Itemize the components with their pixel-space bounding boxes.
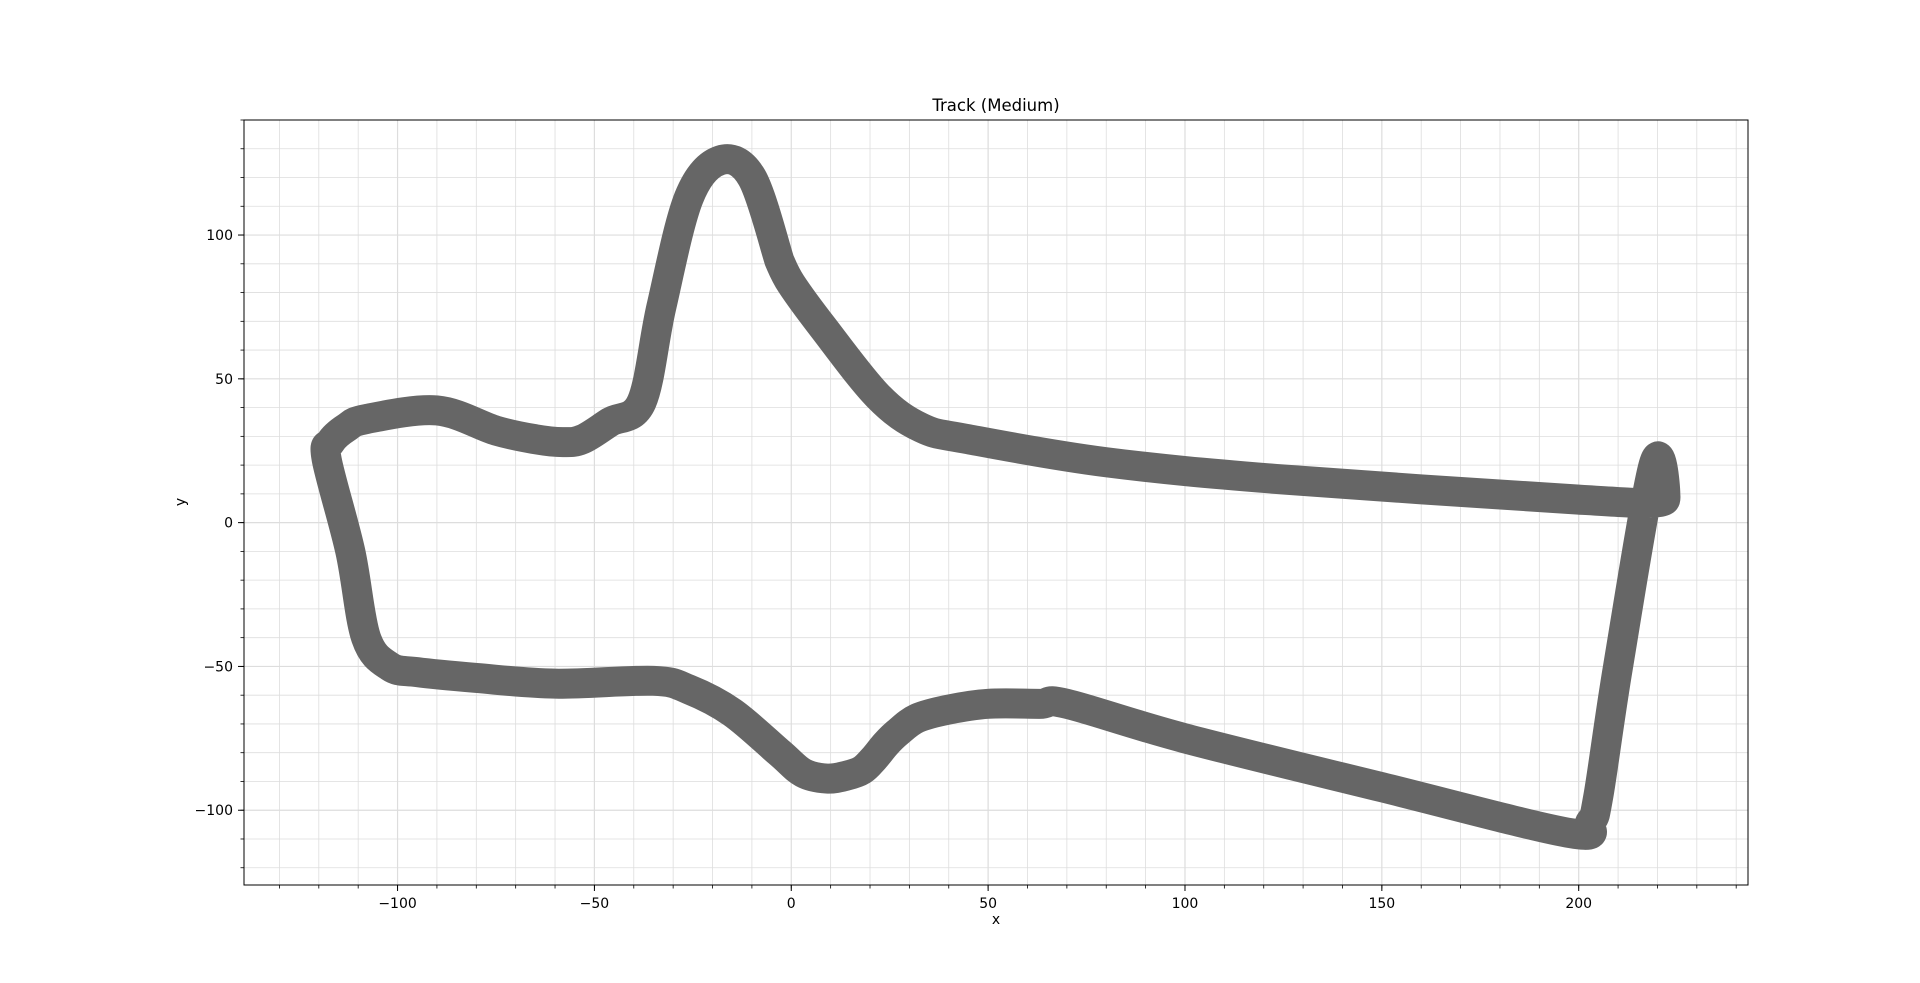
- x-tick-label: −50: [580, 896, 610, 912]
- x-axis-label: x: [992, 912, 1000, 928]
- y-tick-label: −50: [203, 659, 233, 675]
- chart-title: Track (Medium): [931, 96, 1059, 115]
- track-line-series-0: [310, 144, 1681, 850]
- x-tick-label: 200: [1565, 896, 1592, 912]
- y-tick-label: 0: [224, 516, 233, 532]
- y-tick-label: −100: [195, 803, 233, 819]
- axes: −100 −50 0 50 100 150 200 −100 −50 0 50 100: [195, 119, 1749, 912]
- y-tick-label: 50: [215, 372, 233, 388]
- x-tick-label: 150: [1368, 896, 1395, 912]
- track-series: [310, 144, 1681, 850]
- y-tick-label: 100: [206, 228, 233, 244]
- y-axis-label: y: [173, 498, 189, 506]
- x-tick-label: 0: [787, 896, 796, 912]
- x-tick-label: 100: [1172, 896, 1199, 912]
- x-tick-label: −100: [378, 896, 416, 912]
- axes-frame: [243, 119, 1749, 886]
- x-tick-label: 50: [979, 896, 997, 912]
